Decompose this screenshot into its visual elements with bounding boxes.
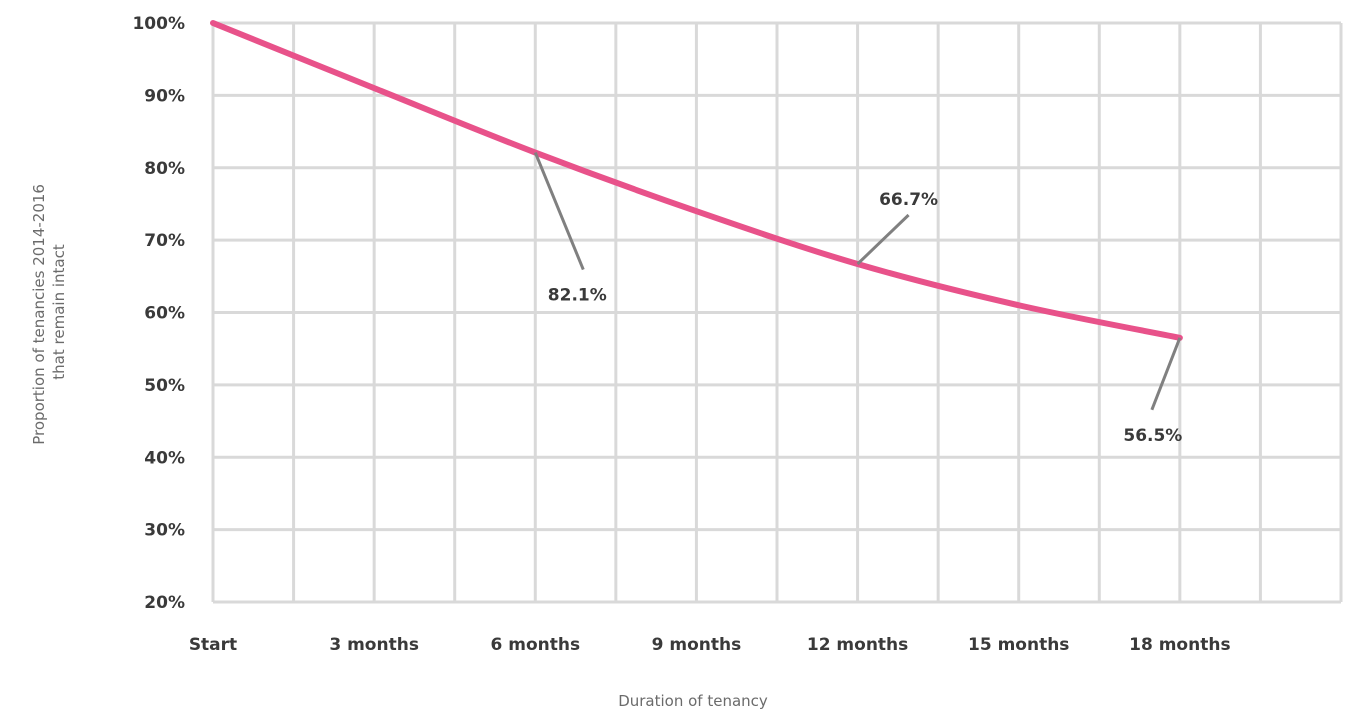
y-axis-title-line-1: Proportion of tenancies 2014-2016 — [30, 184, 48, 445]
x-tick-label: 9 months — [652, 635, 742, 655]
x-tick-label: 18 months — [1129, 635, 1230, 655]
x-axis-title: Duration of tenancy — [618, 692, 768, 710]
data-label: 82.1% — [548, 286, 607, 306]
annotation-leader — [856, 213, 910, 266]
x-tick-label: 6 months — [490, 635, 580, 655]
x-tick-label: 12 months — [807, 635, 908, 655]
x-axis-ticks: Start 3 months 6 months 9 months 12 months 15… — [189, 635, 1231, 655]
data-label: 66.7% — [879, 190, 938, 210]
y-tick-label: 60% — [144, 304, 185, 324]
annotation-leader — [533, 151, 585, 271]
grid — [211, 21, 1343, 604]
x-tick-label: 3 months — [329, 635, 419, 655]
data-label: 56.5% — [1123, 426, 1182, 446]
x-tick-label: 15 months — [968, 635, 1069, 655]
series-line — [210, 20, 1183, 341]
y-axis-ticks: 20% 30% 40% 50% 60% 70% 80% 90% 100% — [132, 14, 185, 613]
annotation-leader — [1150, 337, 1182, 411]
y-tick-label: 40% — [144, 448, 185, 468]
y-tick-label: 20% — [144, 593, 185, 613]
annotations: 82.1% 66.7% 56.5% — [533, 151, 1182, 446]
y-axis-title-line-2: that remain intact — [50, 244, 68, 380]
x-tick-label: Start — [189, 635, 237, 655]
y-tick-label: 30% — [144, 521, 185, 541]
y-tick-label: 50% — [144, 376, 185, 396]
y-tick-label: 90% — [144, 86, 185, 106]
series-layer — [210, 20, 1183, 341]
y-tick-label: 100% — [132, 14, 185, 34]
y-tick-label: 80% — [144, 159, 185, 179]
y-tick-label: 70% — [144, 231, 185, 251]
y-axis-title: Proportion of tenancies 2014-2016 that r… — [30, 179, 68, 444]
